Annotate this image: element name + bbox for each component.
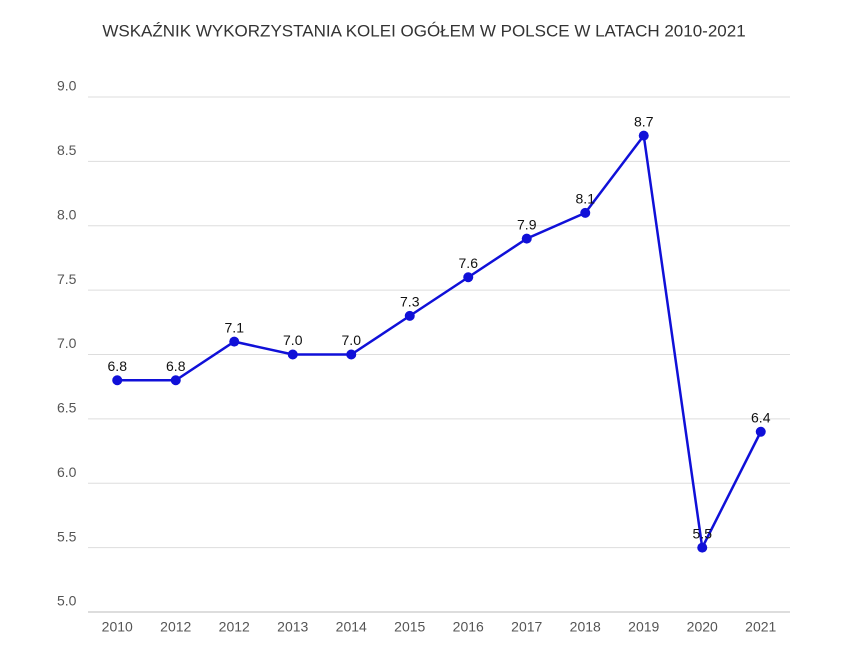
- x-tick-label: 2010: [102, 619, 133, 635]
- x-tick-label: 2014: [336, 619, 367, 635]
- value-label: 8.1: [576, 191, 596, 207]
- x-tick-label: 2012: [219, 619, 250, 635]
- point: [112, 375, 123, 386]
- point: [346, 349, 357, 360]
- chart-title: WSKAŹNIK WYKORZYSTANIA KOLEI OGÓŁEM W PO…: [102, 21, 745, 40]
- y-tick-label: 5.5: [57, 528, 77, 544]
- line: [117, 132, 762, 552]
- point: [463, 272, 474, 283]
- x-tick-label: 2013: [277, 619, 308, 635]
- y-tick-label: 8.0: [57, 206, 77, 222]
- value-label: 7.0: [283, 332, 303, 348]
- y-tick-label: 7.0: [57, 335, 77, 351]
- x-tick-label: 2019: [628, 619, 659, 635]
- y-tick-label: 7.5: [57, 271, 77, 287]
- point: [755, 426, 766, 437]
- y-tick-label: 5.0: [57, 593, 77, 609]
- point: [170, 375, 181, 386]
- x-tick-label: 2015: [394, 619, 425, 635]
- value-label: 6.8: [166, 358, 186, 374]
- x-tick-label: 2021: [745, 619, 776, 635]
- value-label: 8.7: [634, 113, 654, 129]
- point: [638, 130, 649, 141]
- point: [404, 310, 415, 321]
- value-label: 7.3: [400, 294, 420, 310]
- point: [697, 542, 708, 553]
- value-label: 7.1: [225, 319, 245, 335]
- x-tick-label: 2017: [511, 619, 542, 635]
- value-label: 5.5: [693, 525, 713, 541]
- x-tick-label: 2018: [570, 619, 601, 635]
- point: [580, 207, 591, 218]
- y-tick-label: 6.5: [57, 400, 77, 416]
- point: [521, 233, 532, 244]
- y-tick-label: 8.5: [57, 142, 77, 158]
- value-label: 6.4: [751, 409, 771, 425]
- x-tick-label: 2020: [687, 619, 718, 635]
- y-tick-label: 9.0: [57, 78, 77, 94]
- value-label: 6.8: [108, 358, 128, 374]
- x-tick-label: 2016: [453, 619, 484, 635]
- x-tick-label: 2012: [160, 619, 191, 635]
- value-label: 7.9: [517, 216, 537, 232]
- value-label: 7.0: [342, 332, 362, 348]
- point: [229, 336, 240, 347]
- point: [287, 349, 298, 360]
- y-tick-label: 6.0: [57, 464, 77, 480]
- value-label: 7.6: [459, 255, 479, 271]
